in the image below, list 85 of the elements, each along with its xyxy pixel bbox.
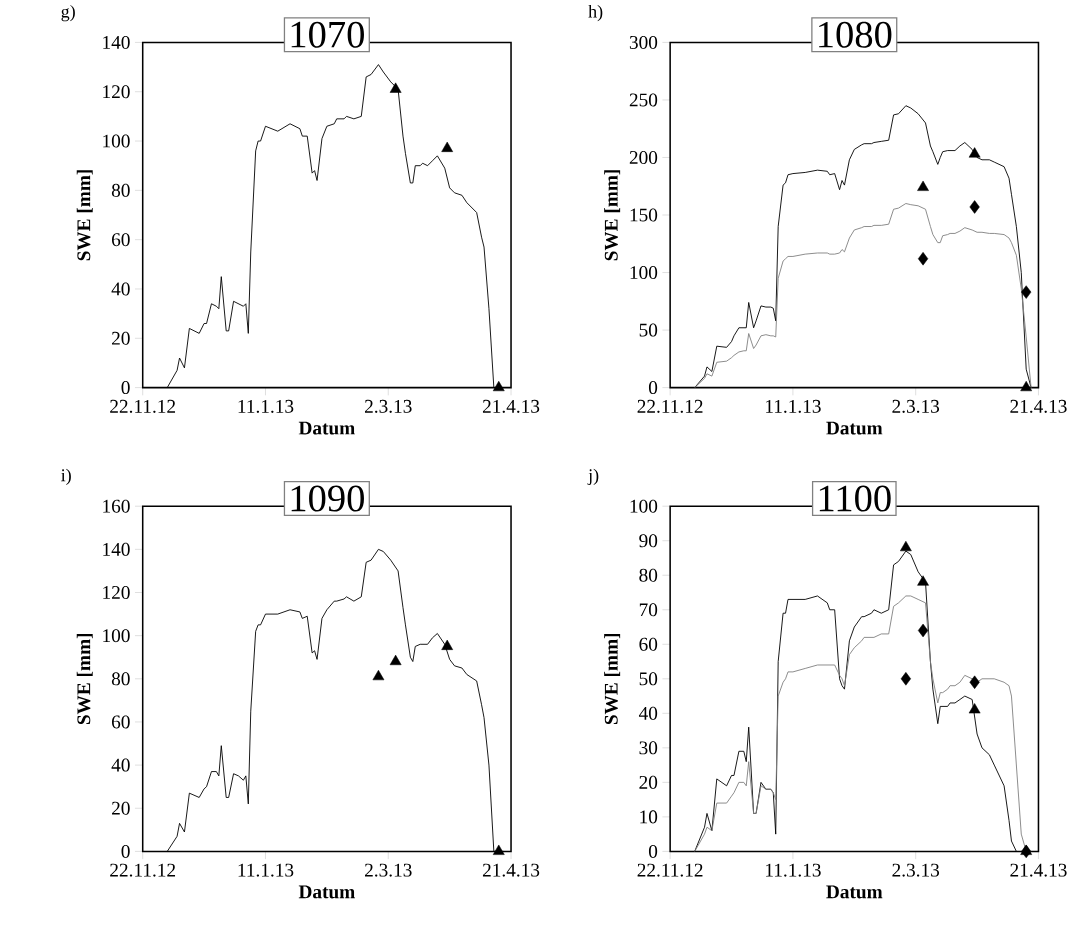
x-tick-label: 11.1.13 (766, 400, 821, 414)
x-axis-title: Datum (826, 421, 883, 435)
point (917, 624, 929, 638)
y-tick-label: 60 (639, 638, 658, 652)
point (900, 541, 912, 552)
text: i) (61, 468, 71, 486)
x-tick-label: 22.11.12 (110, 400, 176, 414)
y-tick-label: 70 (639, 603, 658, 617)
point (969, 200, 980, 214)
y-tick-label: 150 (630, 208, 658, 222)
y-tick-label: 20 (112, 801, 130, 815)
x-axis-title: Datum (298, 885, 355, 899)
x-tick-label: 11.1.13 (238, 400, 294, 414)
y-tick-label: 140 (103, 543, 130, 557)
y-tick-label: 80 (111, 672, 130, 686)
y-tick-label: 60 (111, 233, 130, 247)
x-tick-label: 22.11.12 (637, 400, 703, 414)
text: j) (587, 468, 599, 486)
point (389, 82, 402, 93)
x-tick-label: 21.4.13 (1010, 400, 1067, 414)
point (441, 142, 454, 153)
chart-title: 1100 (819, 485, 891, 512)
chart-title: 1090 (291, 485, 364, 512)
y-tick-label: 120 (103, 586, 130, 600)
text: h) (588, 5, 603, 22)
x-axis-title: Datum (826, 885, 883, 899)
y-tick-label: 300 (629, 36, 658, 50)
y-tick-label: 0 (648, 845, 658, 859)
point (917, 252, 929, 266)
y-tick-label: 0 (121, 845, 130, 859)
point (1021, 285, 1032, 300)
y-tick-label: 100 (630, 499, 658, 513)
x-tick-label: 2.3.13 (892, 863, 940, 877)
y-tick-label: 20 (112, 332, 130, 346)
y-tick-label: 20 (639, 776, 658, 790)
x-tick-label: 11.1.13 (238, 863, 294, 877)
y-tick-label: 100 (630, 266, 658, 280)
y-tick-label: 50 (639, 672, 658, 686)
point (492, 381, 505, 392)
x-tick-label: 11.1.13 (766, 863, 821, 877)
chart-title: 1070 (291, 21, 364, 48)
y-axis-title: SWE [mm] (604, 170, 621, 261)
y-tick-label: 90 (639, 534, 658, 548)
x-tick-label: 21.4.13 (1010, 863, 1067, 877)
y-tick-label: 40 (111, 758, 130, 772)
x-tick-label: 21.4.13 (482, 863, 540, 877)
point (917, 180, 929, 192)
y-tick-label: 40 (111, 282, 130, 296)
y-axis-title: SWE [mm] (76, 170, 93, 261)
y-tick-label: 80 (111, 184, 130, 198)
y-tick-label: 100 (103, 134, 130, 148)
y-tick-label: 60 (111, 715, 130, 729)
chart-title: 1080 (819, 21, 892, 48)
point (969, 675, 980, 690)
point (492, 844, 505, 856)
point (917, 575, 929, 586)
y-tick-label: 50 (639, 323, 658, 337)
point (372, 670, 385, 681)
y-tick-label: 250 (629, 93, 658, 107)
x-axis-title: Datum (298, 421, 355, 435)
x-tick-label: 2.3.13 (365, 400, 412, 414)
y-tick-label: 0 (121, 381, 130, 395)
x-tick-label: 21.4.13 (482, 400, 540, 414)
y-tick-label: 10 (640, 810, 658, 824)
y-tick-label: 100 (103, 629, 130, 643)
point (968, 147, 981, 158)
y-axis-title: SWE [mm] (76, 634, 93, 725)
y-tick-label: 0 (648, 381, 658, 395)
point (968, 703, 981, 714)
y-tick-label: 40 (638, 707, 658, 721)
y-tick-label: 140 (103, 36, 130, 50)
y-tick-label: 120 (103, 85, 130, 99)
x-tick-label: 22.11.12 (637, 863, 703, 877)
x-tick-label: 2.3.13 (365, 863, 412, 877)
x-tick-label: 2.3.13 (892, 400, 940, 414)
y-tick-label: 30 (639, 741, 658, 755)
y-tick-label: 160 (103, 499, 130, 513)
point (389, 655, 402, 666)
y-axis-title: SWE [mm] (604, 634, 621, 725)
point (900, 672, 911, 686)
y-tick-label: 80 (639, 568, 658, 582)
x-tick-label: 22.11.12 (110, 863, 176, 877)
point (441, 640, 454, 651)
y-tick-label: 200 (629, 151, 658, 165)
text: g) (61, 5, 75, 22)
